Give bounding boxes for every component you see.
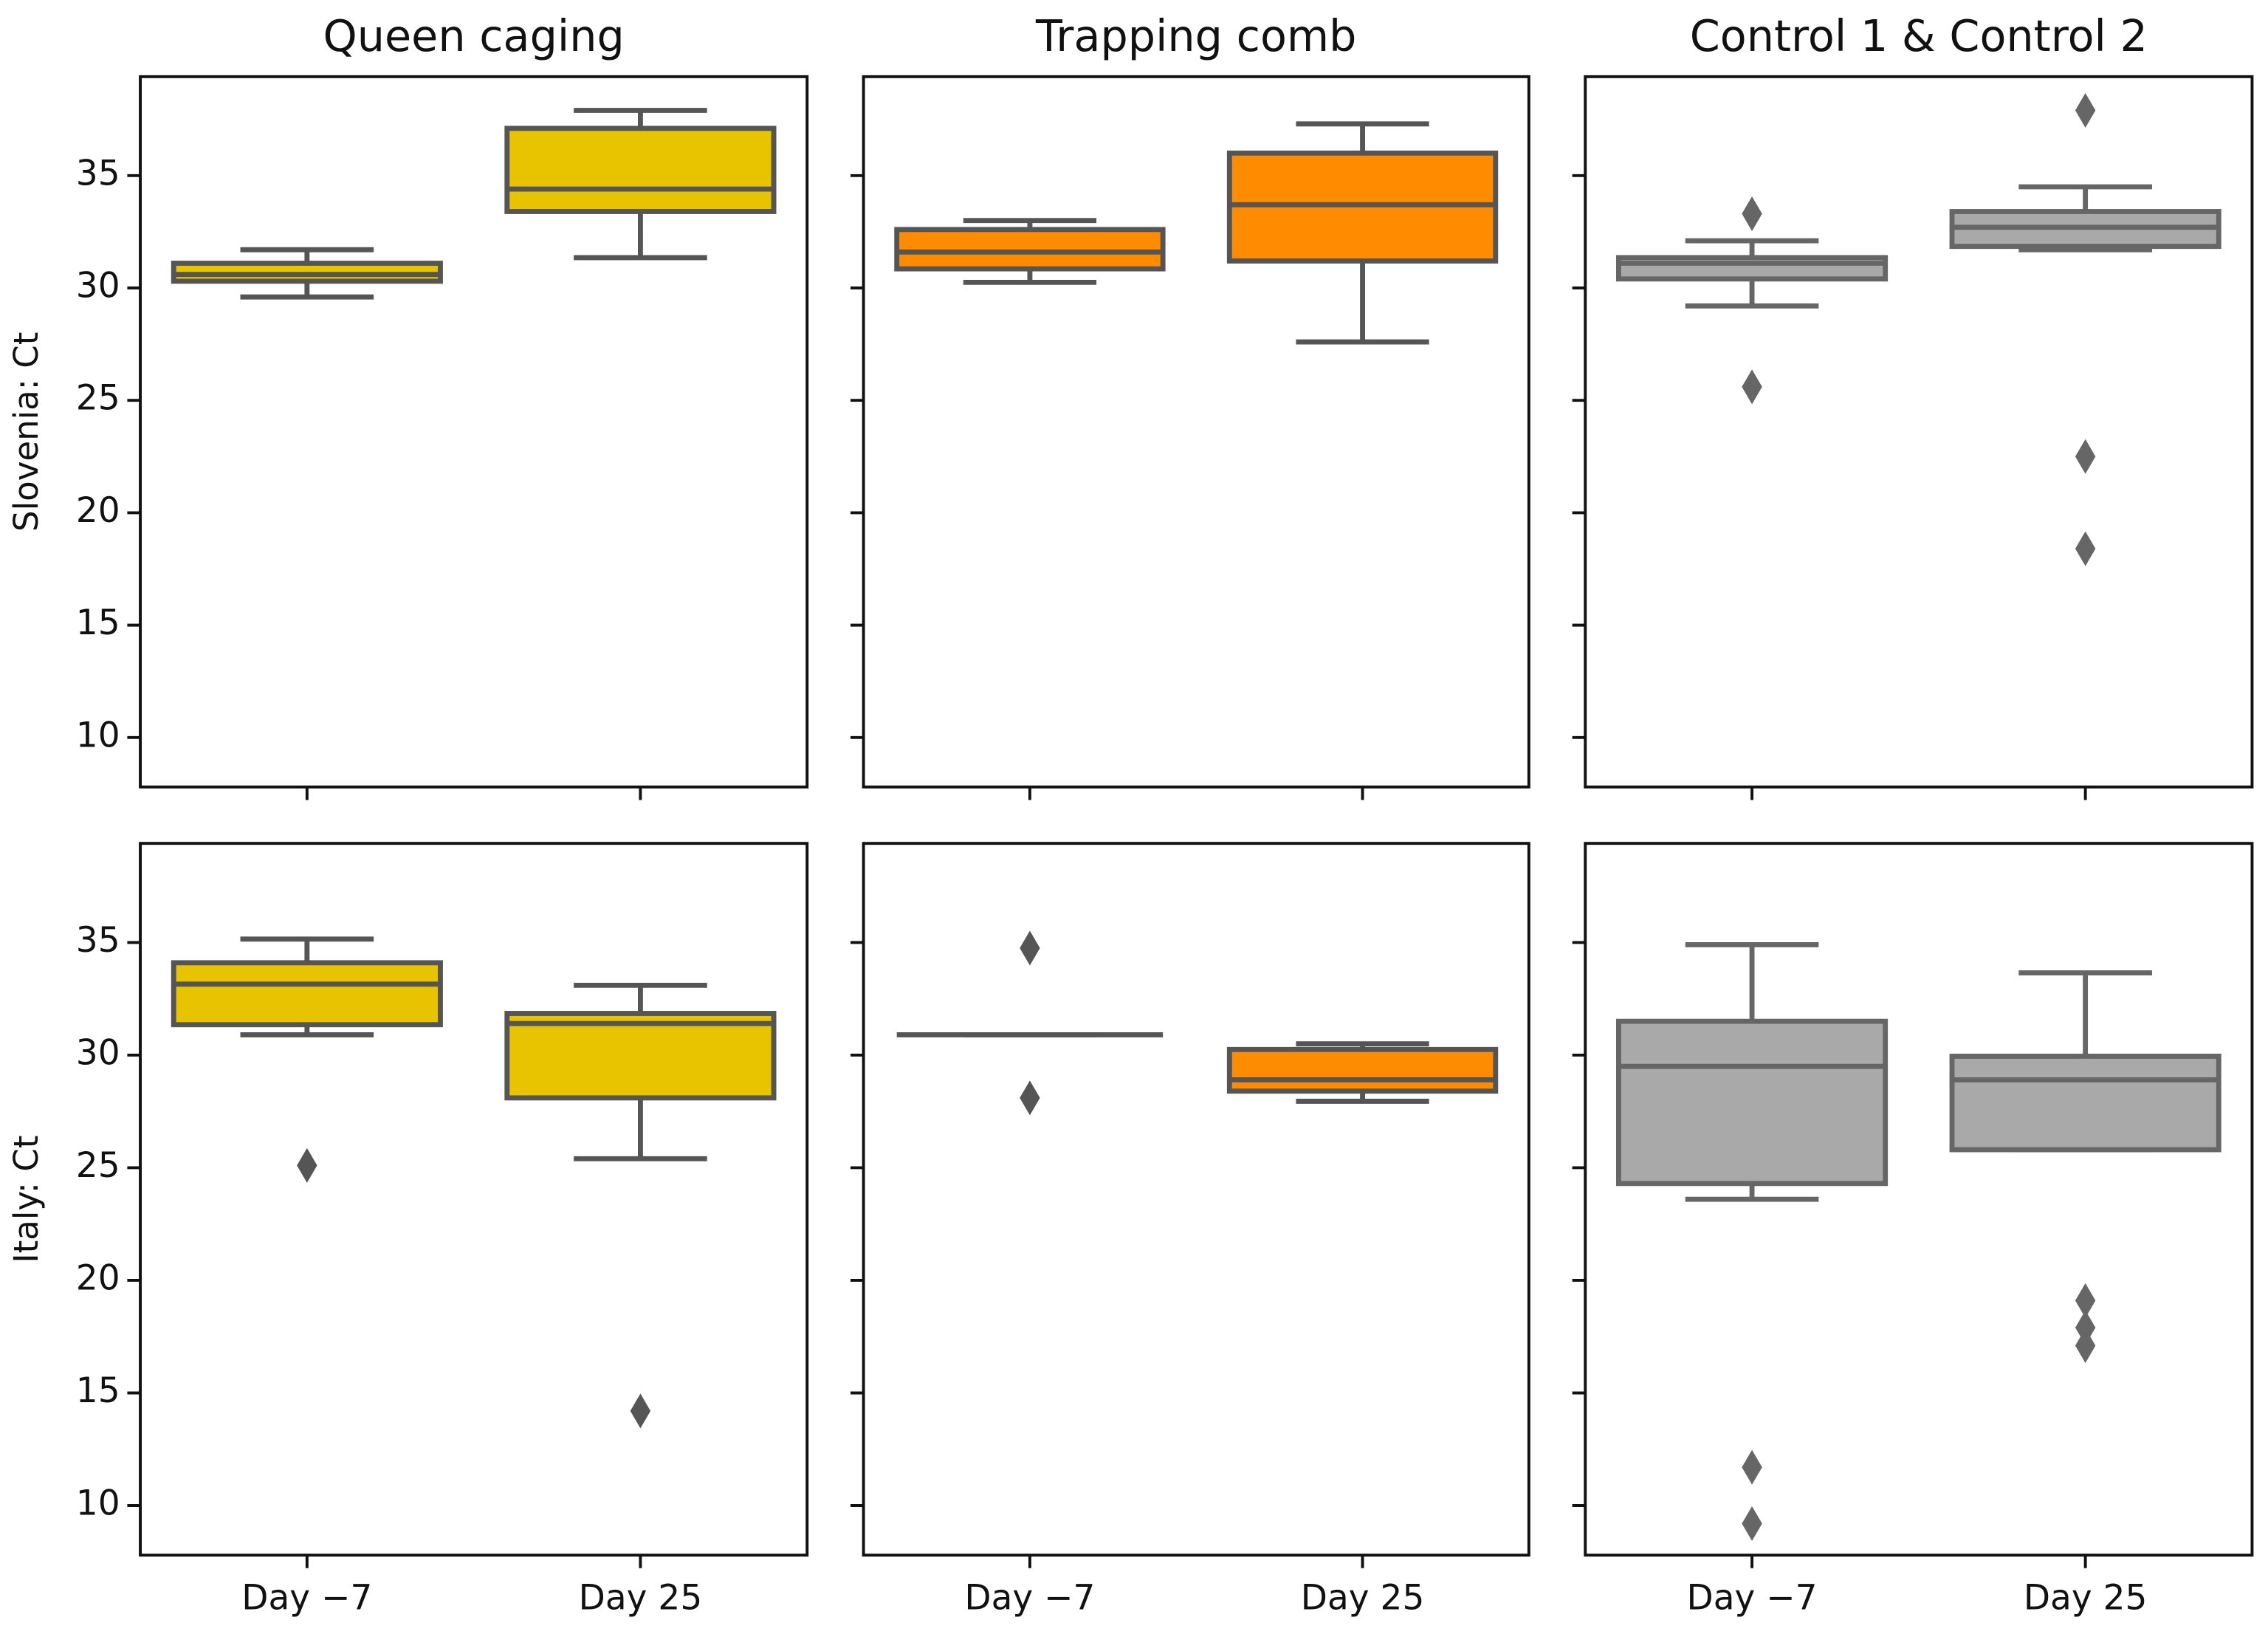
outlier (1020, 930, 1040, 966)
outlier (1020, 1080, 1040, 1116)
outlier (2075, 531, 2096, 566)
axes-frame (139, 75, 809, 789)
x-tick-label: Day 25 (579, 1577, 703, 1618)
y-tick-label: 10 (76, 1483, 120, 1524)
y-tick-label: 25 (76, 1145, 120, 1186)
outlier (2075, 1328, 2096, 1363)
y-tick-label: 30 (76, 1032, 120, 1073)
y-axis-label: Slovenia: Ct (7, 332, 46, 532)
y-tick-label: 35 (76, 153, 120, 193)
y-tick-label: 25 (76, 378, 120, 419)
box (894, 227, 1166, 272)
axes-frame (862, 842, 1530, 1557)
box (1226, 1046, 1499, 1094)
outlier (2075, 92, 2096, 128)
outlier (630, 1393, 651, 1429)
y-tick-label: 20 (76, 490, 120, 531)
outlier (2075, 1310, 2096, 1345)
panel-title: Trapping comb (1035, 10, 1356, 61)
y-tick-label: 15 (76, 603, 120, 643)
box (504, 1011, 777, 1101)
x-tick-label: Day 25 (2024, 1577, 2148, 1618)
outlier (1742, 1506, 1762, 1541)
axes-frame (862, 75, 1530, 789)
y-tick-label: 20 (76, 1257, 120, 1298)
axes-frame (1584, 75, 2254, 789)
outlier (1742, 369, 1762, 405)
y-tick-label: 30 (76, 265, 120, 306)
outlier (1742, 1449, 1762, 1485)
axes-frame (1584, 842, 2254, 1557)
outlier (297, 1147, 317, 1183)
box (171, 960, 443, 1028)
y-axis-label: Italy: Ct (7, 1136, 46, 1263)
outlier (2075, 439, 2096, 474)
panel-title: Queen caging (323, 10, 625, 61)
x-tick-label: Day −7 (964, 1577, 1095, 1618)
x-tick-label: Day −7 (241, 1577, 372, 1618)
box (1949, 1054, 2221, 1153)
outlier (1742, 196, 1762, 232)
x-tick-label: Day 25 (1301, 1577, 1425, 1618)
y-tick-label: 15 (76, 1370, 120, 1411)
axes-frame (139, 842, 809, 1557)
y-tick-label: 10 (76, 715, 120, 755)
panel-title: Control 1 & Control 2 (1690, 10, 2148, 61)
box (1615, 1018, 1889, 1187)
box (504, 126, 777, 214)
y-tick-label: 35 (76, 920, 120, 961)
x-tick-label: Day −7 (1687, 1577, 1818, 1618)
